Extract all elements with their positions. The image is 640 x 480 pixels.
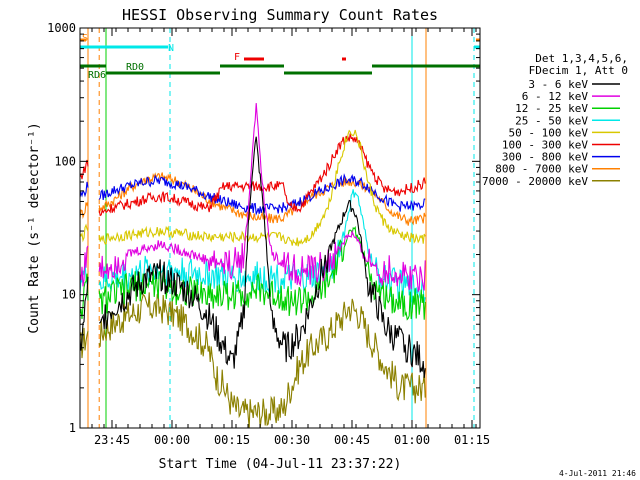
legend-entry-label: 3 - 6 keV — [528, 78, 588, 91]
series-line-12to25keV — [80, 225, 426, 321]
y-tick-label: 10 — [62, 288, 76, 302]
chart-title: HESSI Observing Summary Count Rates — [122, 6, 438, 24]
legend-entry-label: 50 - 100 keV — [509, 126, 589, 139]
legend-entry-label: 25 - 50 keV — [515, 114, 588, 127]
x-tick-label: 01:15 — [454, 433, 490, 447]
mode-label-n: N — [168, 43, 174, 54]
legend-entry-label: 100 - 300 keV — [502, 139, 588, 152]
legend-entry-label: 800 - 7000 keV — [495, 163, 588, 176]
legend-header: Det 1,3,4,5,6, — [535, 52, 628, 65]
series-line-7000to20000keV — [80, 291, 426, 428]
mode-label-rd0: RD0 — [126, 62, 144, 73]
y-tick-label: 1 — [69, 421, 76, 435]
x-tick-label: 00:15 — [214, 433, 250, 447]
legend-header: FDecim 1, Att 0 — [529, 64, 628, 77]
plot-area: S N F RD0 RD6 — [80, 28, 480, 428]
x-tick-label: 00:45 — [334, 433, 370, 447]
mode-label-s: S — [82, 33, 88, 44]
series-line-6to12keV — [80, 103, 426, 293]
series-line-3to6keV — [80, 136, 426, 378]
legend-entry-label: 6 - 12 keV — [522, 90, 589, 103]
legend-entry-label: 300 - 800 keV — [502, 151, 588, 164]
footer-timestamp: 4-Jul-2011 21:46 — [559, 469, 636, 478]
legend-entry-label: 7000 - 20000 keV — [482, 175, 588, 188]
x-axis-label: Start Time (04-Jul-11 23:37:22) — [159, 457, 402, 472]
y-tick-label: 1000 — [47, 21, 76, 35]
axes: 23:45 00:00 00:15 00:30 00:45 01:00 01:15 1 10 10… — [47, 21, 490, 447]
series-line-50to100keV — [80, 129, 426, 247]
legend: Det 1,3,4,5,6,FDecim 1, Att 03 - 6 keV6 … — [482, 52, 628, 188]
legend-entry-label: 12 - 25 keV — [515, 102, 588, 115]
y-axis-label: Count Rate (s⁻¹ detector⁻¹) — [27, 122, 42, 333]
y-tick-label: 100 — [54, 154, 76, 168]
x-tick-label: 23:45 — [94, 433, 130, 447]
plot-frame — [79, 27, 481, 429]
x-tick-label: 00:00 — [154, 433, 190, 447]
mode-label-f: F — [234, 52, 240, 63]
mode-label-rd6: RD6 — [88, 70, 106, 81]
x-tick-label: 01:00 — [394, 433, 430, 447]
x-tick-label: 00:30 — [274, 433, 310, 447]
